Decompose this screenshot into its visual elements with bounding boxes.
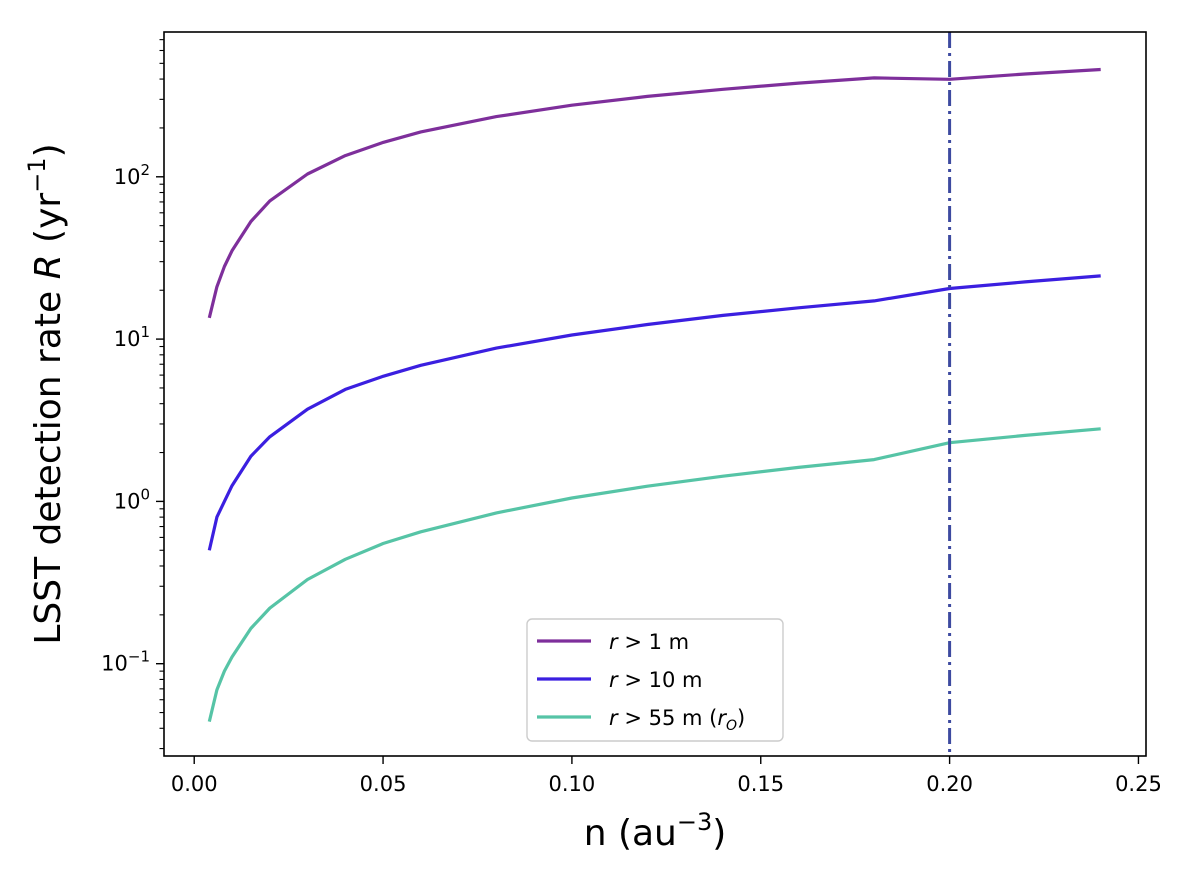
legend-label-2: r > 10 m — [609, 668, 702, 692]
legend-label-1: r > 1 m — [609, 630, 689, 654]
legend-label-3: r > 55 m (rO) — [609, 706, 745, 734]
series-line-2 — [207, 274, 1101, 551]
y-axis-label: LSST detection rate R (yr−1) — [23, 143, 69, 644]
x-axis-label: n (au−3) — [584, 808, 727, 854]
legend-box — [526, 618, 784, 742]
y-tick-label: 101 — [114, 323, 150, 351]
x-tick-label: 0.10 — [549, 772, 596, 796]
x-tick-label: 0.25 — [1115, 772, 1162, 796]
series-line-1 — [207, 67, 1101, 319]
y-tick-label: 100 — [114, 485, 150, 513]
plot-frame — [163, 31, 1147, 757]
axes-layer: 0.00 0.05 0.10 0.15 0.20 0.25 10−1 100 101 102 — [101, 31, 1162, 796]
x-tick-label: 0.20 — [926, 772, 973, 796]
y-tick-label: 102 — [114, 161, 150, 189]
x-tick-label: 0.00 — [171, 772, 218, 796]
x-tick-label: 0.05 — [360, 772, 407, 796]
series-layer — [207, 67, 1101, 722]
y-tick-label: 10−1 — [101, 648, 150, 676]
x-tick-label: 0.15 — [737, 772, 784, 796]
legend: r > 1 m r > 10 m r > 55 m (rO) — [526, 618, 784, 742]
series-line-3 — [207, 427, 1101, 722]
